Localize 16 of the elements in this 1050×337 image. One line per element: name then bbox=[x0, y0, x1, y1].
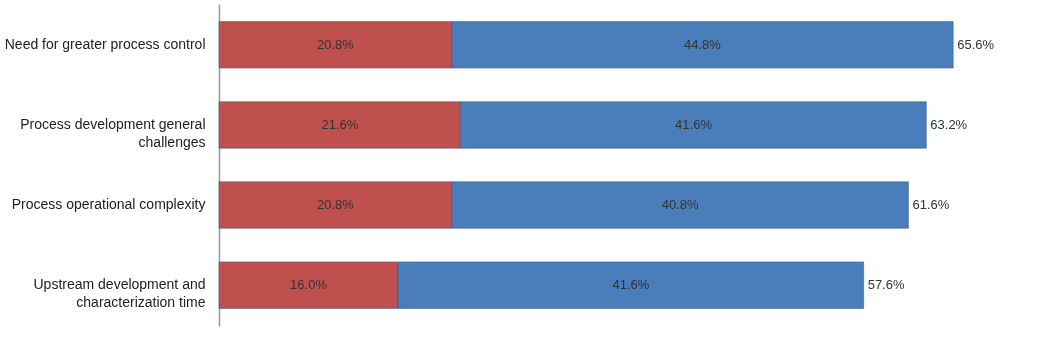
data-label: 20.8% bbox=[316, 36, 355, 52]
data-label: 20.8% bbox=[316, 197, 355, 213]
data-label: 40.8% bbox=[661, 197, 699, 213]
y-tick-label: Need for greater process control bbox=[4, 35, 206, 52]
data-label: 41.6% bbox=[675, 116, 713, 132]
data-label: 21.6% bbox=[321, 116, 359, 132]
data-label: 44.8% bbox=[684, 36, 722, 52]
data-label: 41.6% bbox=[612, 277, 650, 293]
y-tick-label: Process development general challenges bbox=[20, 115, 206, 150]
y-tick-label: Upstream development and characterization time bbox=[33, 276, 206, 311]
total-label: 57.6% bbox=[867, 277, 905, 293]
total-label: 61.6% bbox=[912, 197, 950, 213]
total-label: 65.6% bbox=[957, 36, 995, 52]
y-tick-label: Process operational complexity bbox=[11, 196, 206, 213]
data-label: 16.0% bbox=[290, 277, 328, 293]
total-label: 63.2% bbox=[930, 116, 968, 132]
